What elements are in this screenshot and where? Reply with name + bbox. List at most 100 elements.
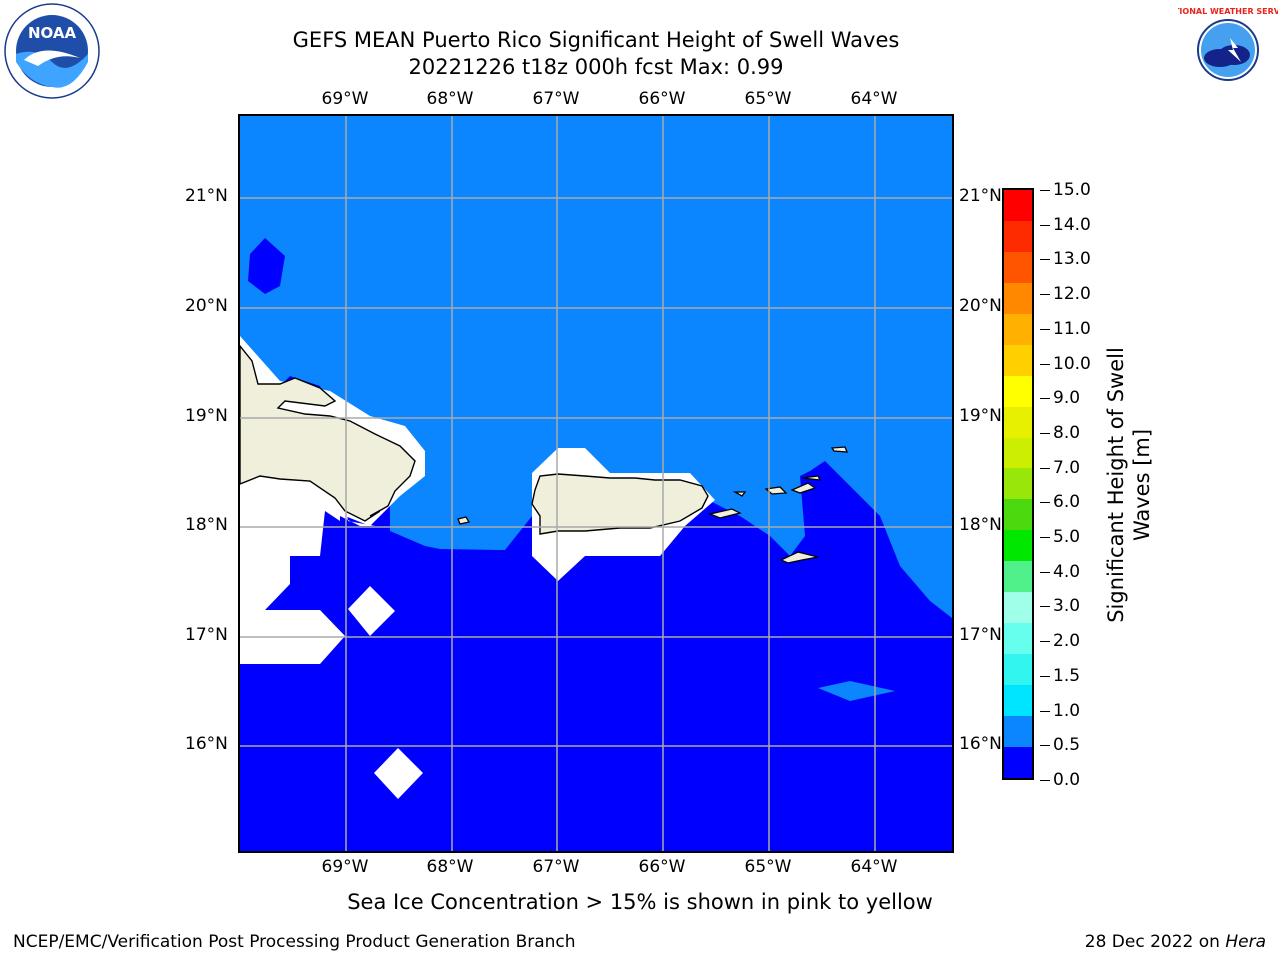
- colorbar-tick: [1040, 641, 1050, 643]
- lon-label-bottom: 67°W: [532, 857, 580, 877]
- lon-label-bottom: 65°W: [744, 857, 792, 877]
- graticule: [240, 116, 952, 851]
- colorbar-segment: [1004, 685, 1032, 717]
- land-island: [707, 508, 742, 519]
- colorbar-segment: [1004, 623, 1032, 655]
- colorbar-tick: [1040, 780, 1050, 781]
- colorbar-tick: [1040, 398, 1050, 400]
- colorbar-tick: [1040, 502, 1050, 504]
- colorbar-tick: [1040, 467, 1050, 469]
- lon-label-top: 65°W: [744, 89, 792, 109]
- colorbar-segment: [1004, 344, 1032, 376]
- sea-ice-note: Sea Ice Concentration > 15% is shown in …: [347, 890, 933, 914]
- lon-label-top: 64°W: [850, 89, 898, 109]
- lon-label-bottom: 69°W: [321, 857, 369, 877]
- colorbar-segment: [1004, 313, 1032, 345]
- colorbar-tick: [1040, 190, 1050, 191]
- lon-label-bottom: 64°W: [850, 857, 898, 877]
- colorbar-segment: [1004, 561, 1032, 593]
- lat-label-right: 17°N: [959, 625, 1002, 645]
- lon-label-bottom: 68°W: [426, 857, 474, 877]
- chart-subtitle: 20221226 t18z 000h fcst Max: 0.99: [408, 55, 784, 79]
- colorbar-tick-label: 13.0: [1053, 249, 1091, 270]
- colorbar-tick: [1040, 224, 1050, 226]
- colorbar-tick-label: 6.0: [1053, 492, 1081, 513]
- lat-label-left: 16°N: [185, 734, 228, 754]
- colorbar-tick-label: 8.0: [1053, 422, 1081, 443]
- colorbar: [1002, 188, 1034, 780]
- colorbar-tick-label: 4.0: [1053, 561, 1081, 582]
- noaa-logo-icon: NOAA: [2, 2, 102, 100]
- nws-logo-icon: NATIONAL WEATHER SERVICE: [1162, 0, 1280, 100]
- land-island: [790, 482, 817, 494]
- colorbar-tick-label: 10.0: [1053, 353, 1091, 374]
- colorbar-segment: [1004, 220, 1032, 252]
- colorbar-tick-label: 3.0: [1053, 596, 1081, 617]
- colorbar-tick-label: 1.5: [1053, 665, 1081, 686]
- colorbar-segment: [1004, 716, 1032, 748]
- nws-logo-text: NATIONAL WEATHER SERVICE: [1178, 7, 1278, 16]
- colorbar-segment: [1004, 437, 1032, 469]
- colorbar-tick-label: 14.0: [1053, 214, 1091, 235]
- land-puerto-rico: [531, 473, 709, 535]
- credit-host: Hera: [1225, 932, 1266, 952]
- colorbar-segment: [1004, 251, 1032, 283]
- colorbar-tick: [1040, 537, 1050, 539]
- colorbar-title: Significant Height of Swell Waves [m]: [1103, 347, 1155, 623]
- land-hispaniola: [240, 344, 416, 522]
- land-island: [830, 446, 848, 453]
- colorbar-tick-label: 7.0: [1053, 457, 1081, 478]
- colorbar-tick-label: 0.0: [1053, 770, 1081, 790]
- colorbar-tick-label: 1.0: [1053, 700, 1081, 721]
- swell-height-map: [238, 114, 954, 853]
- colorbar-tick: [1040, 675, 1050, 677]
- lat-label-left: 21°N: [185, 186, 228, 206]
- lat-label-left: 18°N: [185, 515, 228, 535]
- colorbar-segment: [1004, 592, 1032, 624]
- lat-label-right: 16°N: [959, 734, 1002, 754]
- noaa-logo-text: NOAA: [28, 24, 77, 42]
- colorbar-segment: [1004, 406, 1032, 438]
- lat-label-left: 19°N: [185, 406, 228, 426]
- lat-label-right: 21°N: [959, 186, 1002, 206]
- colorbar-tick-label: 0.5: [1053, 735, 1081, 756]
- colorbar-segment: [1004, 499, 1032, 531]
- lon-label-bottom: 66°W: [638, 857, 686, 877]
- land-island: [779, 551, 819, 564]
- swell-region-low: [248, 238, 285, 294]
- colorbar-tick-label: 5.0: [1053, 527, 1081, 548]
- no-data-region: [374, 748, 423, 799]
- swell-region-low: [240, 346, 952, 851]
- swell-region-mid: [818, 681, 895, 701]
- lat-label-right: 20°N: [959, 296, 1002, 316]
- colorbar-segment: [1004, 468, 1032, 500]
- colorbar-tick: [1040, 259, 1050, 261]
- colorbar-segment: [1004, 375, 1032, 407]
- colorbar-title-line2: Waves [m]: [1130, 428, 1154, 542]
- colorbar-tick: [1040, 294, 1050, 296]
- lat-label-left: 20°N: [185, 296, 228, 316]
- colorbar-tick-label: 15.0: [1053, 180, 1091, 200]
- colorbar-segment: [1004, 530, 1032, 562]
- lon-label-top: 68°W: [426, 89, 474, 109]
- colorbar-tick-label: 11.0: [1053, 318, 1091, 339]
- colorbar-title-line1: Significant Height of Swell: [1104, 347, 1128, 623]
- colorbar-tick: [1040, 432, 1050, 434]
- colorbar-tick: [1040, 745, 1050, 747]
- colorbar-tick-label: 12.0: [1053, 284, 1091, 305]
- land-island: [732, 491, 747, 497]
- lat-label-left: 17°N: [185, 625, 228, 645]
- colorbar-tick: [1040, 363, 1050, 365]
- lat-label-right: 19°N: [959, 406, 1002, 426]
- credit-date: 28 Dec 2022 on Hera: [1085, 932, 1266, 952]
- land-island: [801, 475, 822, 481]
- no-data-region: [348, 586, 395, 636]
- lon-label-top: 67°W: [532, 89, 580, 109]
- colorbar-tick: [1040, 328, 1050, 330]
- credit-branch: NCEP/EMC/Verification Post Processing Pr…: [13, 932, 576, 952]
- colorbar-tick-label: 2.0: [1053, 631, 1081, 652]
- colorbar-tick: [1040, 710, 1050, 712]
- lon-label-top: 66°W: [638, 89, 686, 109]
- colorbar-segment: [1004, 747, 1032, 778]
- colorbar-tick: [1040, 606, 1050, 608]
